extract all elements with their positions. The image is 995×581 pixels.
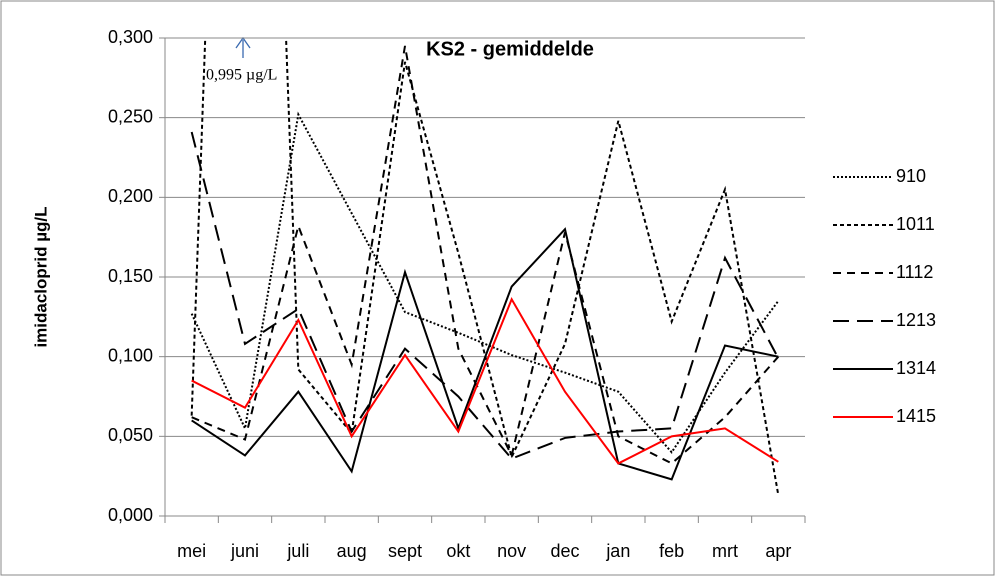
series-line: [190, 131, 780, 460]
legend-label: 1415: [896, 406, 936, 426]
y-tick-label: 0,050: [108, 425, 153, 445]
x-tick-label: nov: [497, 541, 526, 561]
legend-label: 1112: [896, 262, 933, 282]
legend-label: 910: [896, 166, 926, 186]
x-tick-label: aug: [337, 541, 367, 561]
x-tick-label: mrt: [712, 541, 738, 561]
y-tick-label: 0,150: [108, 266, 153, 286]
series-line: [191, 297, 779, 465]
x-tick-label: apr: [765, 541, 791, 561]
legend-label: 1011: [896, 214, 935, 234]
y-axis-title: imidacloprid µg/L: [31, 206, 50, 347]
y-tick-label: 0,000: [108, 505, 153, 525]
x-tick-label: juli: [286, 541, 309, 561]
y-tick-label: 0,100: [108, 345, 153, 365]
y-tick-label: 0,200: [108, 186, 153, 206]
x-tick-label: okt: [446, 541, 470, 561]
series-line: [190, 111, 780, 454]
series-line: [191, 227, 779, 481]
x-tick-label: sept: [388, 541, 422, 561]
x-tick-label: feb: [659, 541, 684, 561]
x-tick-label: dec: [550, 541, 579, 561]
legend-label: 1213: [896, 310, 936, 330]
legend-label: 1314: [896, 358, 936, 378]
annotation: 0,995 µg/L: [206, 67, 277, 84]
y-tick-label: 0,300: [108, 27, 153, 47]
y-tick-label: 0,250: [108, 106, 153, 126]
chart-title: KS2 - gemiddelde: [426, 38, 594, 60]
x-tick-label: jan: [605, 541, 630, 561]
x-tick-label: juni: [230, 541, 259, 561]
plot-lines: [190, 38, 780, 496]
x-tick-label: mei: [177, 541, 206, 561]
